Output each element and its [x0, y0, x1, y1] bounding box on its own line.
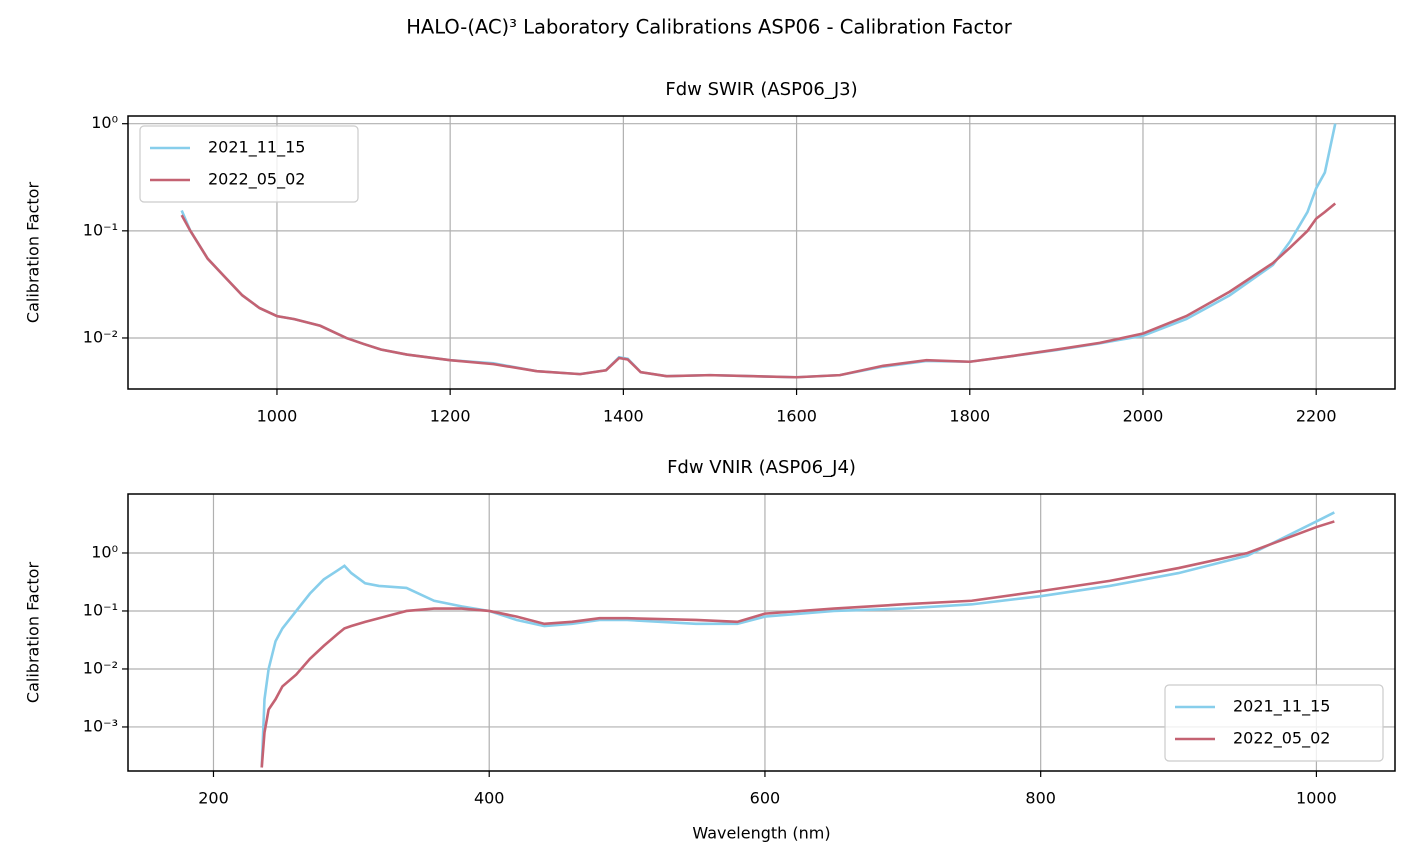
- x-tick-label: 1000: [1296, 789, 1337, 808]
- x-tick-label: 600: [750, 789, 781, 808]
- x-tick-label: 400: [474, 789, 505, 808]
- legend-label: 2021_11_15: [208, 138, 305, 158]
- series-line: [260, 520, 1335, 768]
- x-tick-label: 800: [1025, 789, 1056, 808]
- x-tick-label: 1000: [257, 407, 298, 426]
- x-tick-label: 1600: [776, 407, 817, 426]
- x-tick-label: 2200: [1296, 407, 1337, 426]
- y-axis-label: Calibration Factor: [24, 182, 43, 324]
- y-tick-label: 10⁰: [91, 113, 118, 132]
- x-tick-label: 200: [198, 789, 229, 808]
- plot-frame: [127, 493, 1396, 772]
- x-axis-label: Wavelength (nm): [692, 824, 830, 843]
- y-tick-label: 10⁻²: [83, 658, 118, 677]
- x-tick-label: 2000: [1123, 407, 1164, 426]
- y-axis-label: Calibration Factor: [24, 562, 43, 704]
- y-tick-label: 10⁻²: [83, 327, 118, 346]
- x-tick-label: 1200: [430, 407, 471, 426]
- legend-label: 2021_11_15: [1233, 697, 1330, 717]
- x-tick-label: 1800: [949, 407, 990, 426]
- y-tick-label: 10⁻¹: [83, 220, 118, 239]
- x-tick-label: 1400: [603, 407, 644, 426]
- series-line: [180, 202, 1337, 379]
- subplot-title: Fdw VNIR (ASP06_J4): [667, 457, 856, 478]
- legend-label: 2022_05_02: [208, 170, 305, 190]
- plot-frame: [127, 115, 1396, 390]
- y-tick-label: 10⁻³: [83, 716, 118, 735]
- y-tick-label: 10⁻¹: [83, 600, 118, 619]
- series-line: [260, 511, 1335, 768]
- figure-title: HALO-(AC)³ Laboratory Calibrations ASP06…: [406, 16, 1013, 39]
- legend-box: [1164, 684, 1384, 762]
- subplot-title: Fdw SWIR (ASP06_J3): [665, 79, 857, 100]
- legend-box: [139, 125, 359, 203]
- legend-label: 2022_05_02: [1233, 729, 1330, 749]
- y-tick-label: 10⁰: [91, 542, 118, 561]
